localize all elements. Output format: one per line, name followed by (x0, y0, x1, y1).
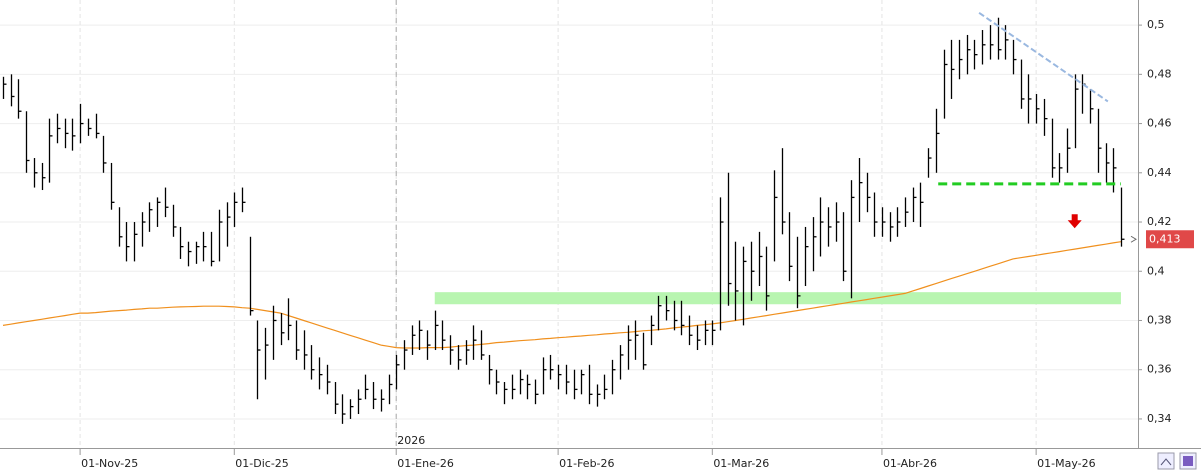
x-tick-label: 01-Nov-25 (81, 457, 138, 470)
plot (0, 0, 1138, 448)
y-tick-label: 0,34 (1147, 412, 1172, 425)
x-tick-label: 01-Abr-26 (883, 457, 937, 470)
zoom-icon (1160, 458, 1172, 466)
x-tick-label: 01-Feb-26 (559, 457, 614, 470)
x-tick-label: 01-Mar-26 (713, 457, 769, 470)
price-pointer (1130, 235, 1137, 243)
down-arrow (1067, 214, 1082, 229)
price-label: 0,413 (1149, 232, 1181, 245)
support-zone (434, 292, 1121, 305)
y-tick-label: 0,44 (1147, 166, 1172, 179)
x-tick-label: 01-Ene-26 (397, 457, 454, 470)
y-tick-label: 0,48 (1147, 67, 1172, 80)
save-icon (1183, 456, 1193, 466)
y-tick-label: 0,46 (1147, 117, 1172, 130)
year-label: 2026 (397, 434, 425, 447)
y-tick-label: 0,4 (1147, 264, 1165, 277)
y-tick-label: 0,5 (1147, 18, 1165, 31)
y-tick-label: 0,38 (1147, 313, 1172, 326)
y-tick-label: 0,42 (1147, 215, 1172, 228)
trend-line (978, 11, 1109, 103)
y-tick-label: 0,36 (1147, 363, 1172, 376)
toolbar[interactable] (1157, 452, 1197, 470)
x-tick-label: 01-Dic-25 (235, 457, 289, 470)
moving-average (2, 241, 1122, 349)
zoom-button[interactable] (1157, 452, 1175, 470)
x-tick-label: 01-May-26 (1037, 457, 1095, 470)
price-label-box (1146, 230, 1194, 249)
